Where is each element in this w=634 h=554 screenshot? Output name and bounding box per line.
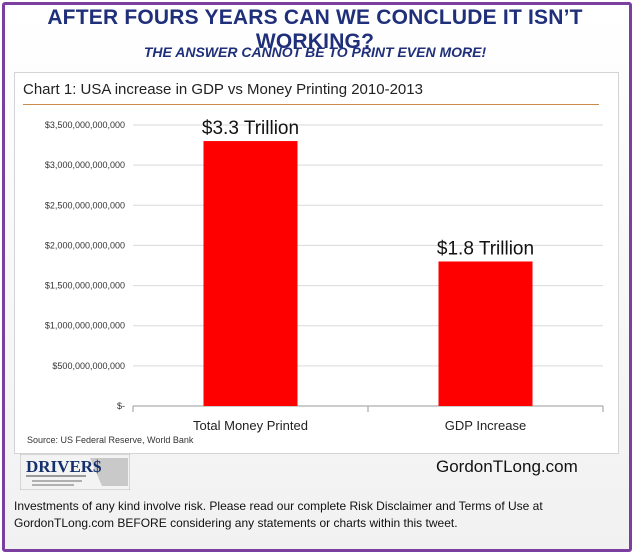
chart-source: Source: US Federal Reserve, World Bank: [27, 435, 194, 445]
x-category-label: GDP Increase: [445, 418, 526, 433]
bar-data-label: $1.8 Trillion: [437, 238, 534, 259]
chart-plot: $3,500,000,000,000 $3,000,000,000,000 $2,5…: [45, 118, 604, 433]
svg-text:DRIVER$: DRIVER$: [26, 457, 102, 476]
subheadline: THE ANSWER CANNOT BE TO PRINT EVEN MORE!: [143, 44, 487, 60]
y-tick-label: $-: [117, 401, 125, 411]
drivers-logo: DRIVER$: [20, 454, 130, 490]
bar: [203, 141, 298, 407]
headline: AFTER FOURS YEARS CAN WE CONCLUDE IT ISN…: [47, 6, 583, 53]
y-tick-label: $3,000,000,000,000: [45, 160, 125, 170]
title-rule: [23, 104, 599, 105]
y-tick-label: $1,500,000,000,000: [45, 281, 125, 291]
y-tick-label: $1,000,000,000,000: [45, 321, 125, 331]
y-tick-label: $500,000,000,000: [52, 361, 125, 371]
y-tick-label: $3,500,000,000,000: [45, 120, 125, 130]
bar-data-label: $3.3 Trillion: [202, 118, 299, 139]
chart-panel: $3,500,000,000,000 $3,000,000,000,000 $2,5…: [14, 72, 619, 454]
x-category-label: Total Money Printed: [193, 418, 308, 433]
website-link[interactable]: GordonTLong.com: [436, 457, 578, 476]
chart-title: Chart 1: USA increase in GDP vs Money Pr…: [23, 81, 423, 98]
y-tick-label: $2,000,000,000,000: [45, 240, 125, 250]
y-tick-label: $2,500,000,000,000: [45, 200, 125, 210]
bar: [438, 261, 533, 406]
risk-disclaimer: Investments of any kind involve risk. Pl…: [14, 499, 543, 530]
